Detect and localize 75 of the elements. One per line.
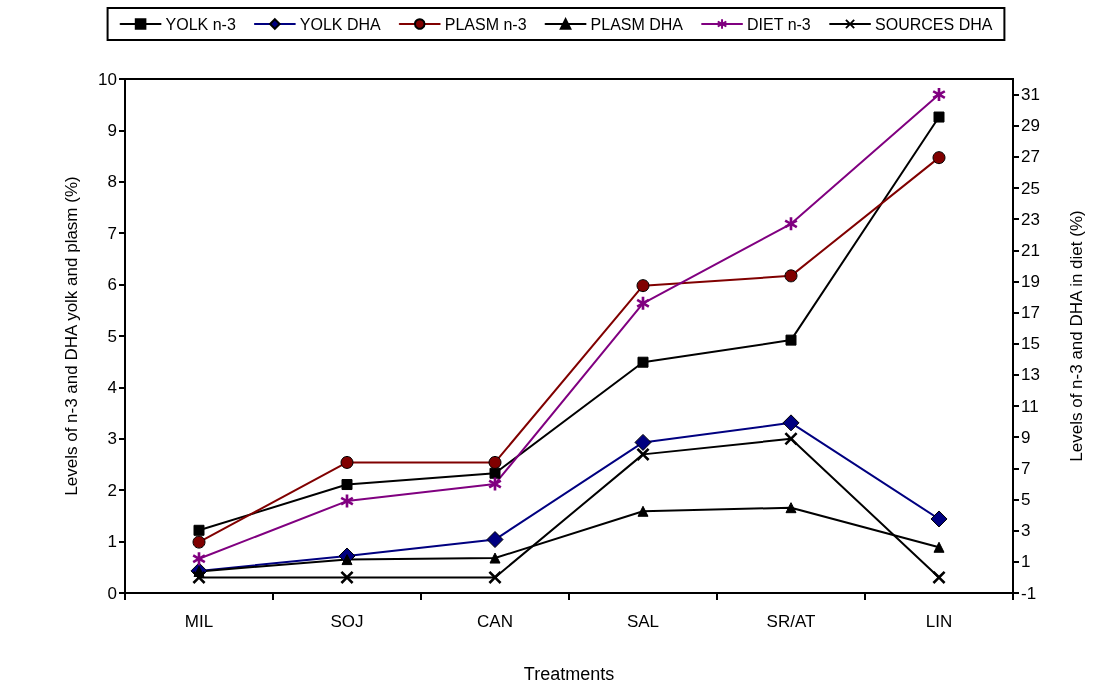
y-tick-label: 5 (107, 326, 117, 346)
point (930, 510, 948, 528)
point (192, 552, 206, 566)
x-tick-label: MIL (184, 612, 214, 631)
legend-label: YOLK n-3 (165, 15, 236, 33)
y-tick-label: 3 (107, 429, 117, 449)
y2-tick-label: 5 (1021, 490, 1031, 510)
point (932, 88, 946, 102)
y-tick-label: 8 (107, 172, 117, 192)
y2-tick-label: 31 (1021, 85, 1040, 105)
y-tick-label: 1 (107, 532, 117, 552)
y2-tick-label: 23 (1021, 209, 1040, 229)
point (932, 151, 946, 165)
legend-label: YOLK DHA (299, 15, 382, 33)
point (341, 479, 353, 491)
x-tick-label: SR/AT (766, 612, 816, 631)
point (486, 531, 504, 549)
point (782, 414, 800, 432)
y-tick-label: 0 (107, 583, 117, 603)
x-axis-title: Treatments (523, 664, 615, 684)
point (340, 494, 354, 508)
y2-tick-label: 19 (1021, 271, 1040, 291)
legend-label: DIET n-3 (747, 15, 811, 33)
y2-tick-label: 9 (1021, 427, 1031, 447)
x-tick-label: CAN (477, 612, 513, 631)
y2-tick-label: 7 (1021, 458, 1031, 478)
point (784, 269, 798, 283)
x-tick-label: SAL (626, 612, 660, 631)
point (193, 524, 205, 536)
point (340, 570, 354, 584)
y-tick-label: 4 (107, 377, 117, 397)
point (489, 467, 501, 479)
y2-tick-label: 17 (1021, 303, 1040, 323)
point (636, 296, 650, 310)
y2-axis-title: Levels of n-3 and DHA in diet (%) (1067, 210, 1086, 462)
point (784, 217, 798, 231)
y-tick-label: 9 (107, 120, 117, 140)
y2-tick-label: 3 (1021, 521, 1031, 541)
point (637, 356, 649, 368)
point (785, 502, 797, 514)
point (488, 455, 502, 469)
y2-tick-label: 21 (1021, 240, 1040, 260)
point (488, 570, 502, 584)
y2-tick-label: 25 (1021, 178, 1040, 198)
x-tick-label: LIN (925, 612, 953, 631)
point (341, 554, 353, 566)
point (192, 570, 206, 584)
point (933, 111, 945, 123)
point (489, 552, 501, 564)
point (192, 535, 206, 549)
point (340, 455, 354, 469)
point (637, 505, 649, 517)
point (933, 541, 945, 553)
y2-tick-label: -1 (1021, 583, 1037, 603)
y2-tick-label: 27 (1021, 147, 1040, 167)
x-tick-label: SOJ (330, 612, 364, 631)
y-axis-title: Levels of n-3 and DHA yolk and plasm (%) (62, 176, 81, 496)
legend-label: SOURCES DHA (875, 15, 993, 33)
y-tick-label: 2 (107, 480, 117, 500)
point (784, 432, 798, 446)
point (636, 279, 650, 293)
y2-tick-label: 29 (1021, 116, 1040, 136)
point (634, 433, 652, 451)
point (932, 570, 946, 584)
y-tick-label: 10 (98, 69, 117, 89)
legend-label: PLASM n-3 (444, 15, 527, 33)
y2-tick-label: 15 (1021, 334, 1040, 354)
point (785, 334, 797, 346)
y-tick-label: 7 (107, 223, 117, 243)
y2-tick-label: 13 (1021, 365, 1040, 385)
y-tick-label: 6 (107, 275, 117, 295)
legend-label: PLASM DHA (590, 15, 684, 33)
y2-tick-label: 11 (1021, 396, 1039, 416)
point (636, 447, 650, 461)
y2-tick-label: 1 (1021, 552, 1031, 572)
